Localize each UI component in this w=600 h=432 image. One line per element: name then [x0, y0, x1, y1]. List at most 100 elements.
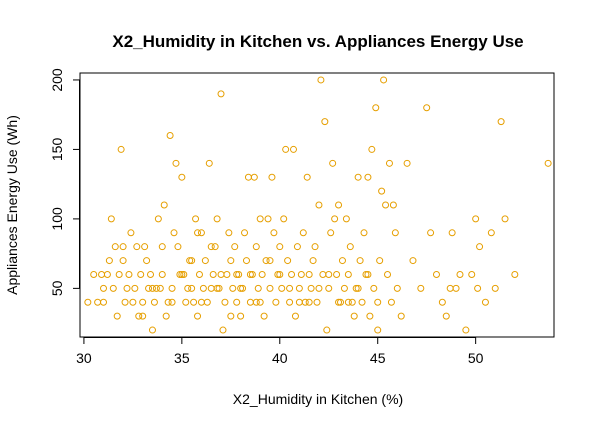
data-point — [213, 284, 221, 292]
data-point — [307, 284, 315, 292]
data-point — [497, 118, 505, 126]
x-tick-label: 30 — [76, 350, 92, 366]
data-point — [372, 104, 380, 112]
data-point — [141, 243, 149, 251]
data-point — [205, 159, 213, 167]
data-point — [293, 243, 301, 251]
data-point — [474, 284, 482, 292]
data-point — [354, 284, 362, 292]
data-point — [340, 284, 348, 292]
data-point — [211, 243, 219, 251]
data-point — [348, 298, 356, 306]
data-point — [338, 257, 346, 265]
data-point — [192, 215, 200, 223]
data-point — [319, 270, 327, 278]
data-point — [176, 270, 184, 278]
data-point — [317, 76, 325, 84]
data-point — [432, 270, 440, 278]
data-point — [225, 229, 233, 237]
data-point — [409, 257, 417, 265]
data-point — [148, 326, 156, 334]
data-point — [180, 270, 188, 278]
data-point — [356, 257, 364, 265]
data-point — [260, 312, 268, 320]
y-tick-label: 200 — [49, 68, 65, 92]
data-point — [303, 173, 311, 181]
data-point — [403, 159, 411, 167]
data-point — [119, 243, 127, 251]
data-point — [544, 159, 552, 167]
data-point — [125, 270, 133, 278]
data-point — [182, 298, 190, 306]
data-point — [376, 257, 384, 265]
data-point — [139, 312, 147, 320]
data-point — [131, 284, 139, 292]
data-point — [305, 270, 313, 278]
data-point — [162, 312, 170, 320]
data-point — [256, 298, 264, 306]
data-point — [370, 284, 378, 292]
data-point — [266, 257, 274, 265]
data-point — [417, 284, 425, 292]
data-point — [295, 284, 303, 292]
data-point — [446, 284, 454, 292]
x-ticks: 30 35 40 45 50 — [76, 337, 484, 366]
data-point — [374, 298, 382, 306]
x-tick-label: 35 — [174, 350, 190, 366]
data-point — [154, 215, 162, 223]
data-point — [448, 229, 456, 237]
data-point — [389, 201, 397, 209]
x-tick-label: 40 — [272, 350, 288, 366]
data-point — [172, 159, 180, 167]
data-point — [107, 215, 115, 223]
data-point — [164, 298, 172, 306]
data-point — [143, 257, 151, 265]
data-point — [315, 284, 323, 292]
data-point — [115, 270, 123, 278]
data-point — [254, 284, 262, 292]
data-point — [203, 298, 211, 306]
data-point — [297, 270, 305, 278]
data-point — [362, 270, 370, 278]
data-point — [166, 132, 174, 140]
data-point — [264, 215, 272, 223]
data-point — [491, 284, 499, 292]
data-point — [468, 270, 476, 278]
data-point — [364, 173, 372, 181]
data-point — [427, 229, 435, 237]
data-point — [188, 257, 196, 265]
data-point — [276, 270, 284, 278]
data-point — [333, 270, 341, 278]
data-point — [209, 270, 217, 278]
data-point — [472, 215, 480, 223]
data-point — [289, 145, 297, 153]
data-point — [346, 243, 354, 251]
data-point — [145, 284, 153, 292]
data-point — [315, 201, 323, 209]
data-point — [288, 270, 296, 278]
data-point — [244, 173, 252, 181]
data-point — [393, 284, 401, 292]
y-tick-label: 50 — [49, 280, 65, 296]
data-point — [344, 298, 352, 306]
data-point — [137, 270, 145, 278]
data-point — [135, 312, 143, 320]
data-point — [344, 270, 352, 278]
data-point — [194, 312, 202, 320]
data-point — [282, 145, 290, 153]
data-point — [178, 270, 186, 278]
data-point — [90, 270, 98, 278]
data-point — [284, 257, 292, 265]
data-point — [129, 298, 137, 306]
data-point — [221, 298, 229, 306]
data-point — [325, 270, 333, 278]
data-point — [105, 257, 113, 265]
data-point — [291, 312, 299, 320]
data-point — [194, 229, 202, 237]
data-point — [229, 284, 237, 292]
data-point — [305, 298, 313, 306]
data-point — [147, 270, 155, 278]
data-point — [327, 229, 335, 237]
data-point — [452, 284, 460, 292]
